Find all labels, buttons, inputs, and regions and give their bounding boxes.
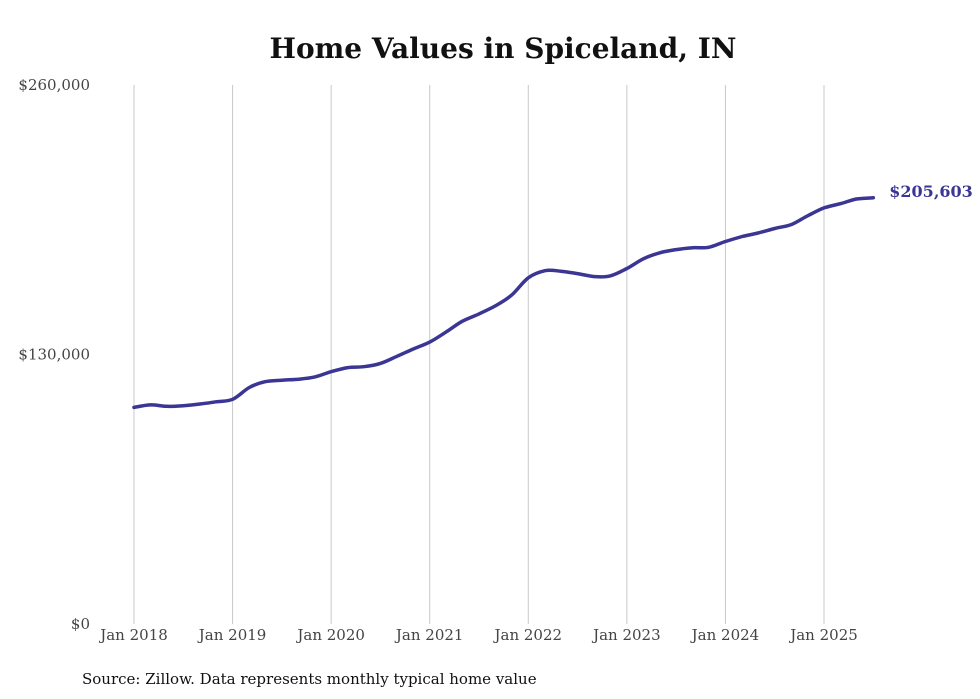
x-tick-label: Jan 2023 xyxy=(591,626,661,644)
end-value-label: $205,603 xyxy=(889,182,973,201)
x-tick-label: Jan 2020 xyxy=(295,626,365,644)
y-tick-label: $130,000 xyxy=(18,346,90,364)
x-tick-label: Jan 2025 xyxy=(788,626,858,644)
source-note: Source: Zillow. Data represents monthly … xyxy=(82,670,537,688)
y-axis-ticks: $0 $130,000 $260,000 xyxy=(18,76,90,633)
x-tick-label: Jan 2019 xyxy=(197,626,267,644)
x-tick-label: Jan 2022 xyxy=(493,626,563,644)
x-tick-label: Jan 2024 xyxy=(690,626,760,644)
x-axis-ticks: Jan 2018 Jan 2019 Jan 2020 Jan 2021 Jan 2022… xyxy=(98,626,858,644)
x-tick-label: Jan 2018 xyxy=(98,626,168,644)
y-tick-label: $260,000 xyxy=(18,76,90,94)
y-tick-label: $0 xyxy=(71,615,90,633)
x-tick-label: Jan 2021 xyxy=(394,626,464,644)
grid-lines xyxy=(133,85,825,624)
home-value-series-line xyxy=(132,196,876,410)
chart-title: Home Values in Spiceland, IN xyxy=(270,32,737,65)
